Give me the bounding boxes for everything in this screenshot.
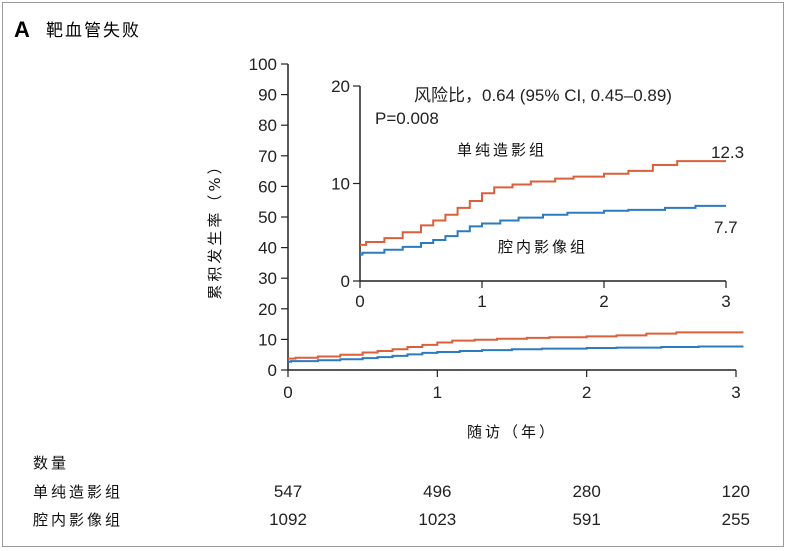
main-y-tick-label: 20 [258, 300, 277, 319]
inset-series [360, 160, 726, 256]
main-x-tick-label: 0 [283, 383, 292, 402]
main-y-tick-label: 0 [268, 361, 277, 380]
at-risk-value: 120 [722, 482, 750, 501]
main-y-tick-label: 70 [258, 147, 277, 166]
at-risk-value: 1092 [269, 510, 307, 529]
inset-x-tick-label: 0 [355, 292, 364, 311]
at-risk-value: 1023 [418, 510, 456, 529]
inset-y-tick-label: 0 [341, 272, 350, 291]
main-x-tick-label: 3 [731, 383, 740, 402]
main-y-tick-label: 10 [258, 330, 277, 349]
main-y-tick-label: 40 [258, 239, 277, 258]
at-risk-row-name-angiography: 单纯造影组 [33, 483, 123, 501]
main-x-tick-label: 2 [582, 383, 591, 402]
main-series-line-1 [288, 345, 744, 363]
main-series [288, 331, 744, 363]
at-risk-label: 数量 [33, 454, 69, 472]
chart-title: 靶血管失败 [46, 21, 141, 41]
series-label-imaging: 腔内影像组 [498, 238, 588, 256]
inset-axes: 0 10 20 0 1 2 3 [331, 77, 731, 311]
inset-x-tick-label: 3 [721, 292, 730, 311]
at-risk-row-name-imaging: 腔内影像组 [33, 511, 123, 529]
x-axis-label: 随访（年） [467, 423, 557, 441]
series-label-angiography: 单纯造影组 [457, 141, 547, 159]
inset-y-tick-label: 20 [331, 77, 350, 96]
main-y-tick-label: 50 [258, 208, 277, 227]
main-y-tick-label: 80 [258, 116, 277, 135]
inset-y-tick-label: 10 [331, 175, 350, 194]
at-risk-value: 255 [722, 510, 750, 529]
y-axis-label: 累积发生率（%） [206, 156, 224, 299]
p-value-text: P=0.008 [375, 109, 439, 128]
main-y-tick-label: 30 [258, 269, 277, 288]
at-risk-value: 280 [572, 482, 600, 501]
at-risk-value: 591 [572, 510, 600, 529]
inset-series-line-1 [360, 204, 726, 256]
main-series-line-0 [288, 331, 744, 360]
inset-x-tick-label: 2 [599, 292, 608, 311]
end-value-imaging: 7.7 [714, 218, 738, 237]
at-risk-values: 547 496 280 120 1092 1023 591 255 [269, 482, 750, 529]
at-risk-value: 547 [274, 482, 302, 501]
hazard-ratio-text: 风险比，0.64 (95% CI, 0.45–0.89) [414, 86, 672, 105]
at-risk-value: 496 [423, 482, 451, 501]
main-y-tick-label: 60 [258, 177, 277, 196]
inset-series-line-0 [360, 160, 726, 246]
end-value-angiography: 12.3 [711, 143, 744, 162]
panel-label: A [14, 17, 30, 42]
main-y-tick-label: 100 [249, 55, 277, 74]
inset-x-tick-label: 1 [477, 292, 486, 311]
main-x-tick-label: 1 [433, 383, 442, 402]
main-y-tick-label: 90 [258, 86, 277, 105]
